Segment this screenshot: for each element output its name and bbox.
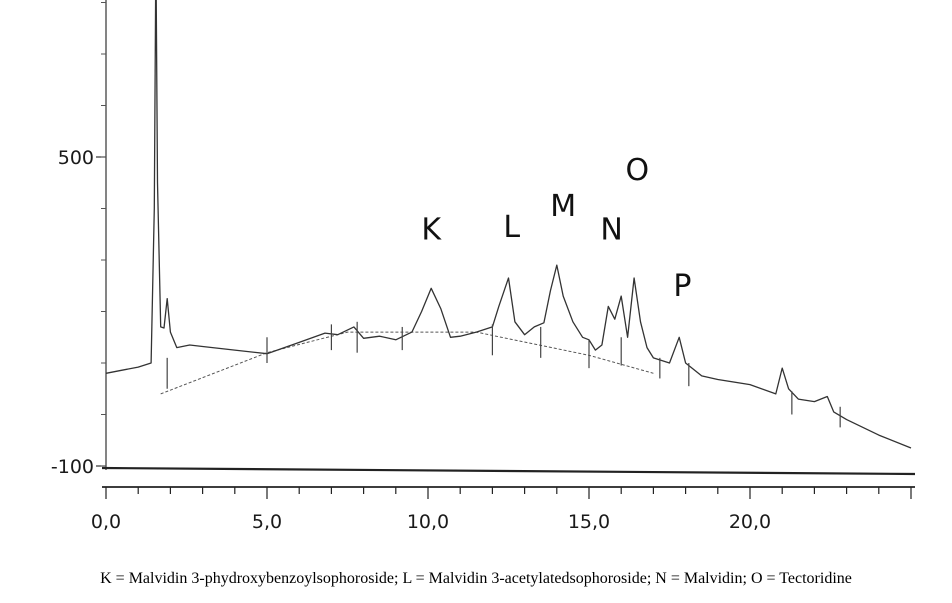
x-tick-label: 15,0 <box>568 511 610 533</box>
peak-label-k: K <box>421 212 442 247</box>
series-group <box>105 0 912 449</box>
y-axis: 500 -100 <box>51 0 107 478</box>
x-axis: 0,0 5,0 10,0 15,0 20,0 <box>91 466 916 533</box>
y-tick-label: 500 <box>58 147 94 169</box>
baseline-dashed <box>160 331 654 395</box>
peak-label-n: N <box>600 212 622 247</box>
x-axis-line-top <box>101 466 916 476</box>
chromatogram-trace <box>105 0 912 449</box>
peak-label-o: O <box>625 153 649 188</box>
peak-label-p: P <box>673 269 691 304</box>
peak-label-m: M <box>550 189 576 224</box>
baseline-group <box>160 331 654 395</box>
x-tick-label: 0,0 <box>91 511 121 533</box>
x-tick-label: 20,0 <box>729 511 771 533</box>
x-tick-label: 5,0 <box>252 511 282 533</box>
peak-markers <box>166 321 841 428</box>
x-tick-label: 10,0 <box>407 511 449 533</box>
peak-label-l: L <box>503 210 520 245</box>
figure-caption: K = Malvidin 3-phydroxybenzoylsophorosid… <box>100 570 852 587</box>
y-tick-label: -100 <box>51 456 94 478</box>
